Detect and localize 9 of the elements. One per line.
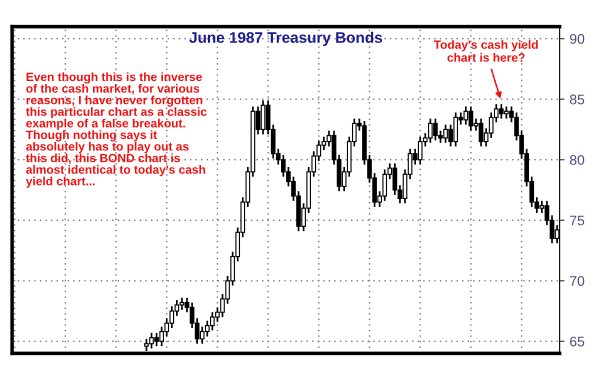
chart-title: June 1987 Treasury Bonds	[189, 32, 382, 46]
y-tick-label: 85	[570, 94, 584, 104]
y-tick-label: 65	[570, 336, 584, 346]
annotation: Today's cash yield chart is here?	[434, 40, 538, 62]
y-tick-label: 70	[570, 276, 584, 286]
y-tick-label: 80	[570, 155, 584, 165]
y-tick-label: 90	[570, 34, 584, 44]
y-tick-label: 75	[570, 216, 584, 226]
text: Even though this is the inverse of the cash market, for various reasons, I have never forgotten this particular chart as a classic example of a false breakout. Though nothing says it absolutely has to play out as this did, this BOND chart is almost identical to today's cash yield chart...	[26, 72, 207, 188]
